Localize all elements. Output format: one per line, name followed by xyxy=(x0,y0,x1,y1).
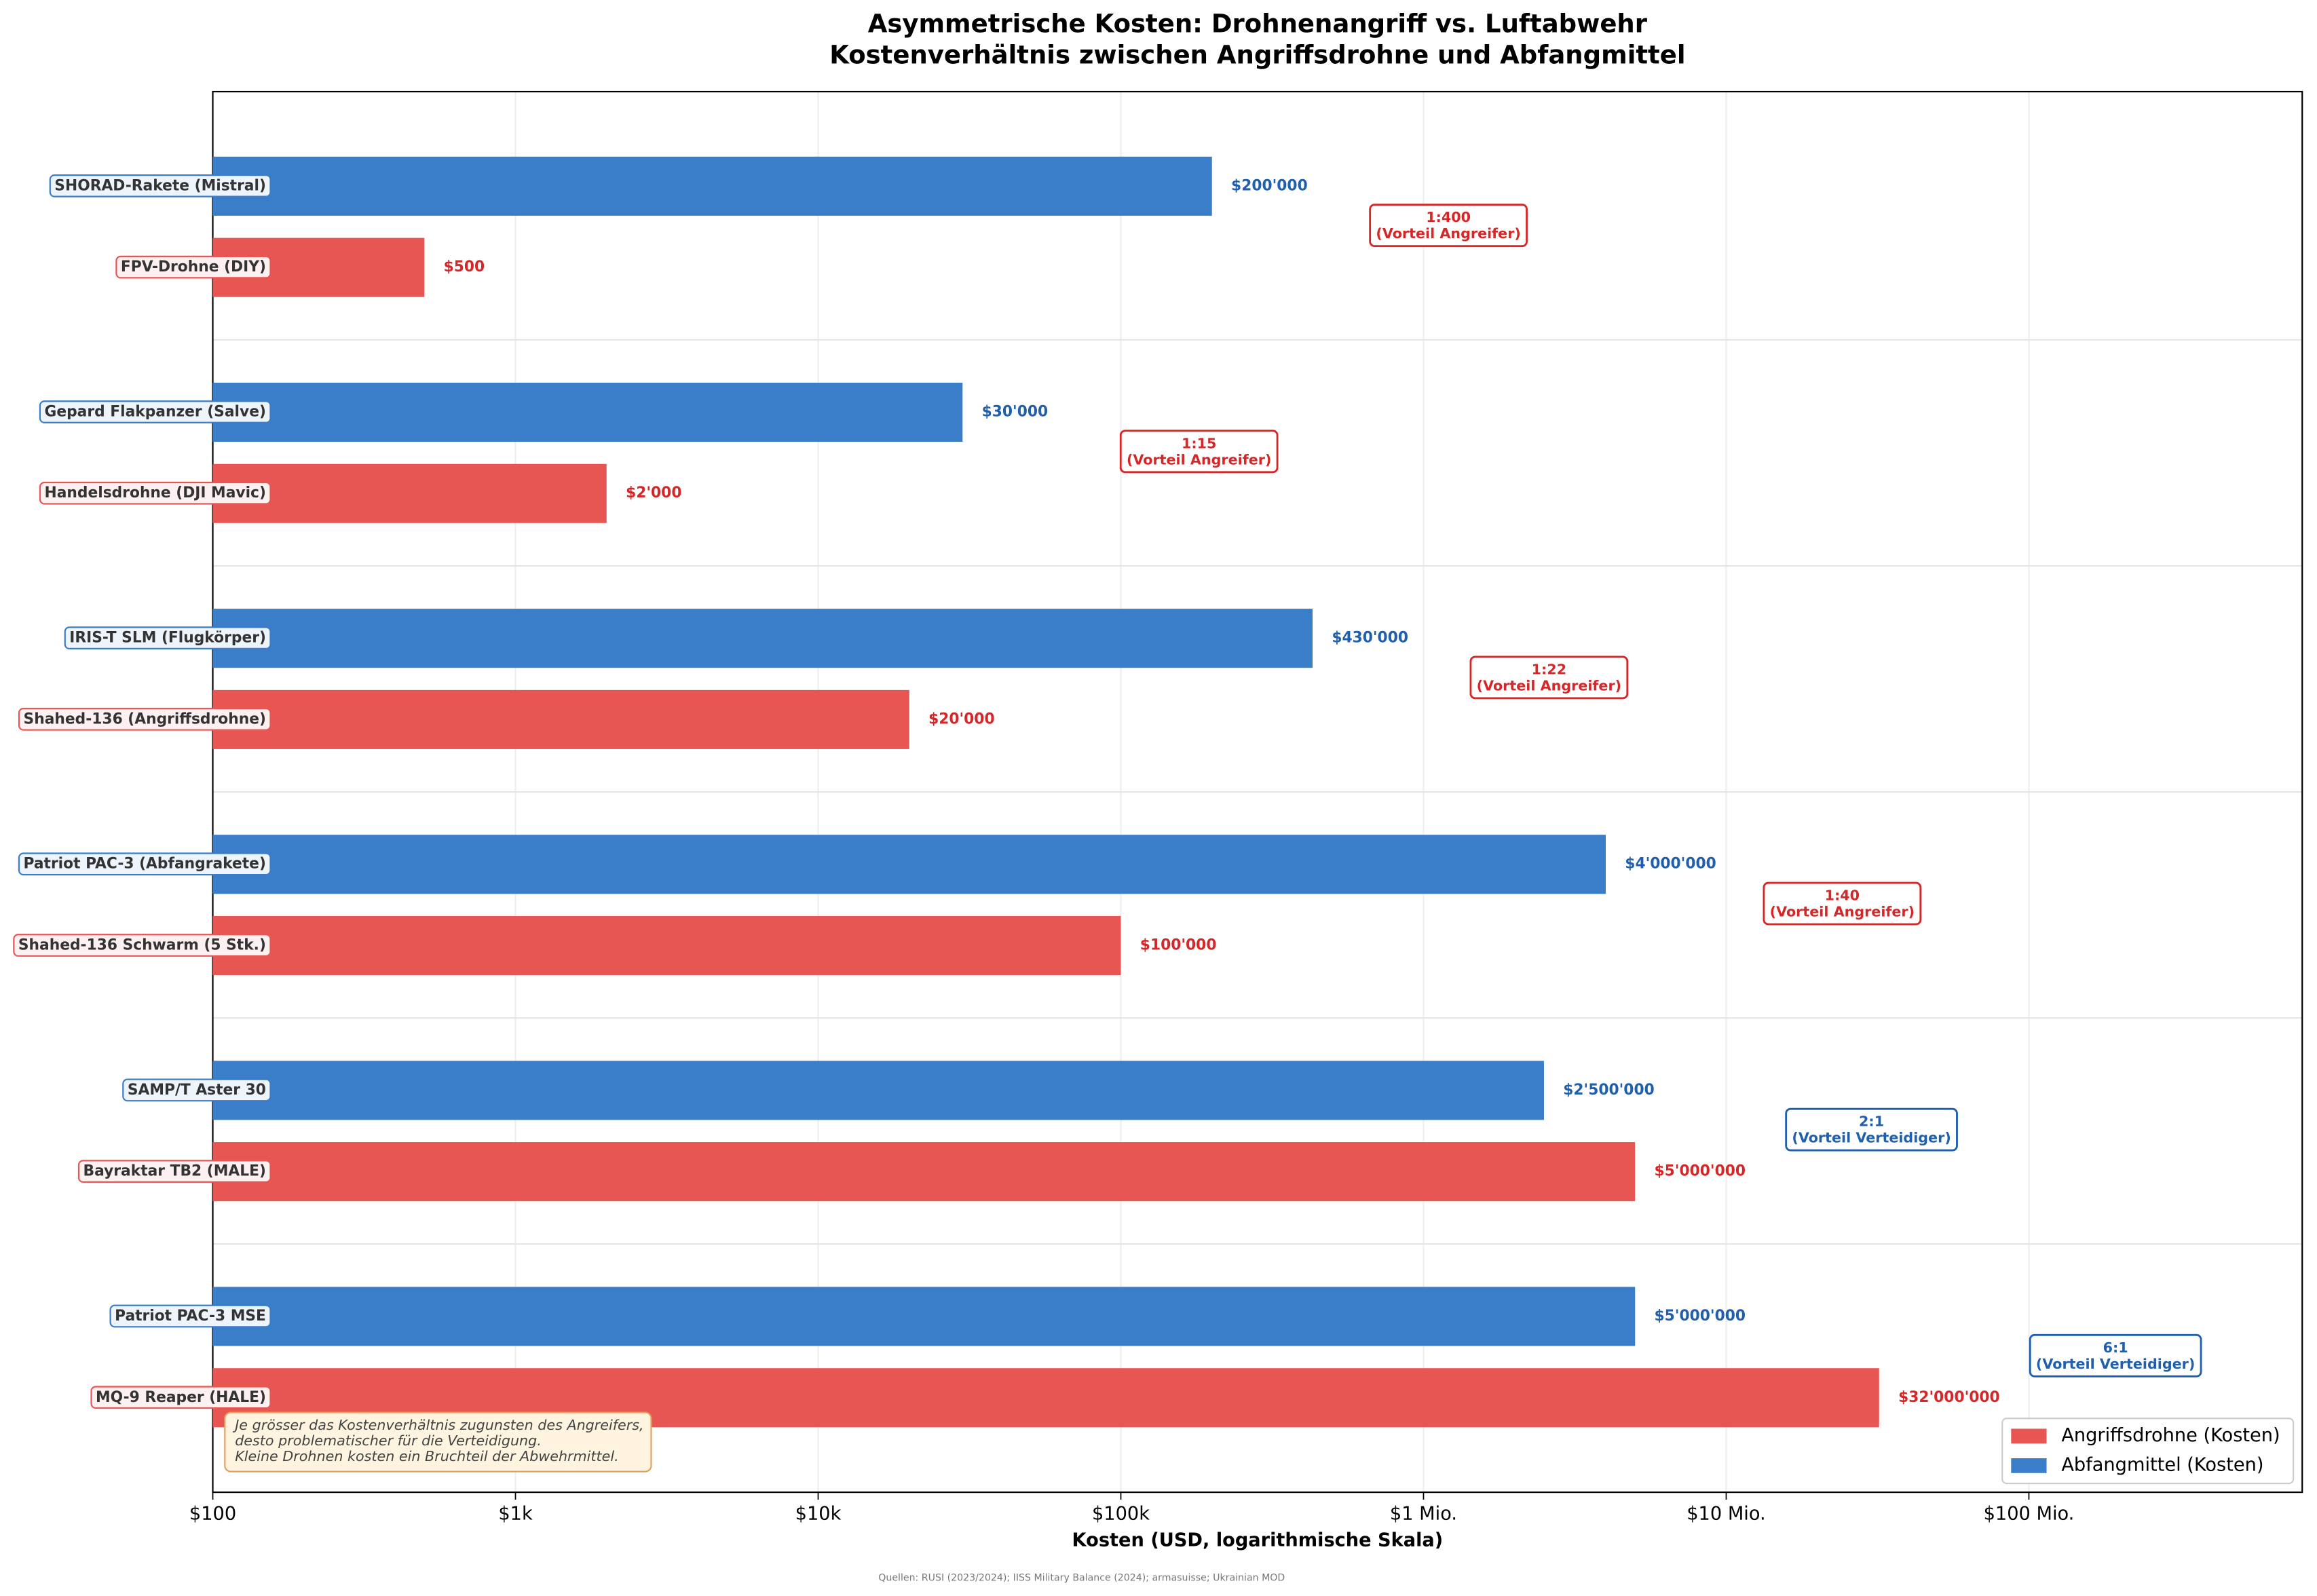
bar xyxy=(212,382,963,442)
bar xyxy=(212,156,1212,216)
bar-name-label: MQ-9 Reaper (HALE) xyxy=(96,1389,266,1406)
bar-name-label: Shahed-136 Schwarm (5 Stk.) xyxy=(18,937,266,954)
bar-name-label: FPV-Drohne (DIY) xyxy=(121,259,266,276)
bar-name-box xyxy=(18,852,271,876)
value-label: $5'000'000 xyxy=(1655,1163,1746,1180)
bar xyxy=(212,609,1313,668)
bar-name-box xyxy=(122,1078,271,1102)
bar-name-label: Shahed-136 (Angriffsdrohne) xyxy=(24,710,266,727)
bar-name-box xyxy=(90,1386,271,1409)
bar xyxy=(212,915,1121,976)
ratio-box xyxy=(2029,1333,2202,1378)
x-tick-label: $100 Mio. xyxy=(1984,1503,2075,1524)
value-label: $32'000'000 xyxy=(1898,1389,2000,1406)
x-tick-label: $100k xyxy=(1092,1503,1150,1524)
ratio-value: 1:40 xyxy=(1825,888,1860,904)
ratio-value: 2:1 xyxy=(1859,1114,1884,1130)
x-axis-label: Kosten (USD, logarithmische Skala) xyxy=(1072,1530,1444,1551)
bar xyxy=(212,1142,1636,1202)
bar-name-label: Bayraktar TB2 (MALE) xyxy=(83,1163,266,1180)
value-label: $500 xyxy=(444,259,485,276)
value-label: $430'000 xyxy=(1332,630,1408,647)
bar-name-box xyxy=(64,626,271,649)
legend-swatch xyxy=(2011,1458,2047,1473)
bar-name-box xyxy=(13,934,271,957)
note-text: Je grösser das Kostenverhältnis zugunste… xyxy=(232,1417,643,1433)
plot-frame xyxy=(212,90,2303,1494)
bar xyxy=(212,463,607,523)
bar-name-label: Gepard Flakpanzer (Salve) xyxy=(44,404,265,421)
ratio-note: (Vorteil Verteidiger) xyxy=(1792,1130,1951,1146)
x-tick-label: $1k xyxy=(498,1503,533,1524)
ratio-box xyxy=(1469,656,1629,700)
value-label: $200'000 xyxy=(1231,177,1308,194)
bar-name-box xyxy=(115,255,271,279)
bar xyxy=(212,835,1606,894)
source-note: Quellen: RUSI (2023/2024); IISS Military… xyxy=(878,1572,1285,1583)
legend-label: Angriffsdrohne (Kosten) xyxy=(2061,1425,2280,1446)
legend-label: Abfangmittel (Kosten) xyxy=(2061,1454,2263,1475)
bar-name-label: Patriot PAC-3 MSE xyxy=(115,1308,266,1325)
value-label: $2'500'000 xyxy=(1563,1082,1654,1099)
ratio-note: (Vorteil Angreifer) xyxy=(1477,677,1621,694)
x-tick-label: $1 Mio. xyxy=(1390,1503,1457,1524)
ratio-box xyxy=(1369,204,1528,248)
value-label: $30'000 xyxy=(982,404,1049,421)
bar xyxy=(212,1061,1544,1120)
ratio-box xyxy=(1119,430,1279,474)
bar xyxy=(212,1287,1636,1346)
chart-subtitle: Kostenverhältnis zwischen Angriffsdrohne… xyxy=(829,40,1685,69)
bar-name-box xyxy=(109,1304,271,1328)
ratio-note: (Vorteil Verteidiger) xyxy=(2036,1356,2195,1372)
bar xyxy=(212,689,909,749)
note-text: desto problematischer für die Verteidigu… xyxy=(235,1432,542,1449)
bar-name-box xyxy=(39,400,271,423)
ratio-value: 6:1 xyxy=(2103,1340,2128,1356)
x-tick-label: $10 Mio. xyxy=(1687,1503,1765,1524)
ratio-box xyxy=(1763,881,1922,926)
note-box xyxy=(224,1411,652,1472)
bar-name-label: Patriot PAC-3 (Abfangrakete) xyxy=(23,856,265,873)
value-label: $20'000 xyxy=(928,710,995,727)
value-label: $2'000 xyxy=(626,484,681,501)
bar-name-label: Handelsdrohne (DJI Mavic) xyxy=(45,484,266,501)
value-label: $5'000'000 xyxy=(1655,1308,1746,1325)
ratio-note: (Vorteil Angreifer) xyxy=(1376,225,1520,242)
x-tick-label: $10k xyxy=(795,1503,842,1524)
bar-name-box xyxy=(18,708,271,731)
bar-name-box xyxy=(49,174,271,197)
note-text: Kleine Drohnen kosten ein Bruchteil der … xyxy=(235,1448,618,1464)
ratio-box xyxy=(1785,1107,1958,1152)
ratio-value: 1:22 xyxy=(1532,661,1566,677)
legend-swatch xyxy=(2011,1428,2047,1444)
bar-name-label: SAMP/T Aster 30 xyxy=(128,1082,266,1099)
x-tick-label: $100 xyxy=(189,1503,236,1524)
ratio-value: 1:15 xyxy=(1182,435,1216,451)
legend-box xyxy=(2001,1418,2295,1485)
bar-name-box xyxy=(39,481,271,505)
value-label: $4'000'000 xyxy=(1625,856,1716,873)
bar-name-box xyxy=(77,1160,271,1183)
bar-name-label: SHORAD-Rakete (Mistral) xyxy=(54,177,266,194)
ratio-note: (Vorteil Angreifer) xyxy=(1770,904,1915,920)
ratio-value: 1:400 xyxy=(1426,209,1471,225)
value-label: $100'000 xyxy=(1140,937,1217,954)
chart-title: Asymmetrische Kosten: Drohnenangriff vs.… xyxy=(868,10,1648,39)
bar-name-label: IRIS-T SLM (Flugkörper) xyxy=(69,630,266,647)
ratio-note: (Vorteil Angreifer) xyxy=(1127,451,1271,468)
